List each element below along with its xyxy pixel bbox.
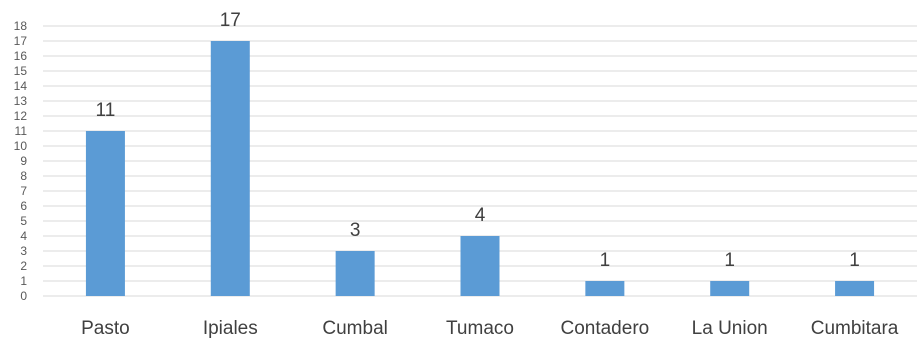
y-tick-label-2: 2 [20, 259, 27, 273]
data-label-tumaco: 4 [475, 205, 486, 226]
bar-la-union [710, 281, 750, 296]
bar-cumbal [335, 251, 375, 296]
y-tick-label-14: 14 [14, 79, 28, 93]
y-tick-label-6: 6 [20, 199, 27, 213]
x-tick-label-tumaco: Tumaco [446, 318, 514, 339]
data-label-ipiales: 17 [220, 10, 241, 31]
y-tick-label-11: 11 [15, 124, 28, 138]
bar-tumaco [460, 236, 500, 296]
x-tick-label-cumbal: Cumbal [322, 318, 387, 339]
x-tick-label-ipiales: Ipiales [203, 318, 258, 339]
data-label-cumbal: 3 [350, 220, 361, 241]
bar-contadero [585, 281, 625, 296]
data-label-contadero: 1 [600, 250, 611, 271]
x-tick-label-contadero: Contadero [560, 318, 649, 339]
x-tick-label-pasto: Pasto [81, 318, 130, 339]
y-tick-label-1: 1 [20, 274, 27, 288]
y-tick-label-18: 18 [14, 19, 28, 33]
bar-ipiales [210, 41, 250, 296]
y-tick-label-13: 13 [14, 94, 28, 108]
data-label-pasto: 11 [96, 100, 116, 121]
bar-pasto [85, 131, 125, 296]
data-label-cumbitara: 1 [849, 250, 860, 271]
y-tick-label-10: 10 [14, 139, 28, 153]
y-tick-label-16: 16 [14, 49, 28, 63]
y-tick-label-9: 9 [20, 154, 27, 168]
y-tick-label-15: 15 [14, 64, 28, 78]
x-tick-label-la-union: La Union [692, 318, 768, 339]
y-tick-label-12: 12 [14, 109, 28, 123]
x-tick-label-cumbitara: Cumbitara [811, 318, 899, 339]
bars [85, 41, 875, 296]
y-tick-label-3: 3 [20, 244, 27, 258]
x-axis-ticks: Pasto Ipiales Cumbal Tumaco Contadero La Unio… [81, 318, 899, 339]
y-tick-label-17: 17 [14, 34, 28, 48]
y-tick-label-5: 5 [20, 214, 27, 228]
y-tick-label-8: 8 [20, 169, 27, 183]
gridlines [43, 25, 917, 297]
y-tick-label-4: 4 [20, 229, 27, 243]
y-tick-label-7: 7 [20, 184, 27, 198]
y-tick-label-0: 0 [20, 289, 27, 303]
bar-cumbitara [835, 281, 875, 296]
data-label-la-union: 1 [724, 250, 735, 271]
